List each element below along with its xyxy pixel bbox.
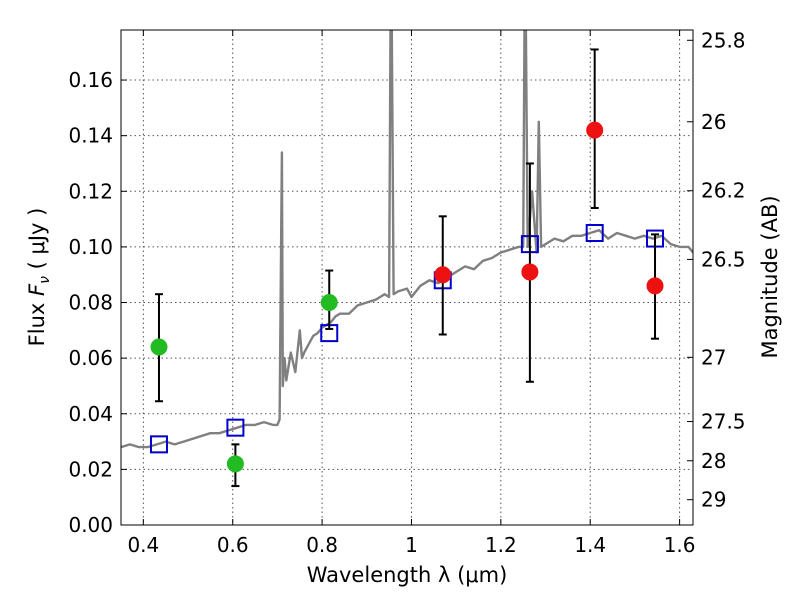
y-tick-label: 0.14 (68, 124, 113, 148)
plot-frame (120, 29, 694, 526)
y-tick-label: 0.12 (68, 179, 113, 203)
y-tick-label: 0.04 (68, 402, 113, 426)
x-axis-label: Wavelength λ (μm) (307, 563, 508, 587)
photometry-point (646, 277, 664, 295)
x-tick-label: 1 (405, 533, 418, 557)
x-tick-label: 0.6 (217, 533, 249, 557)
x-tick-label: 0.8 (306, 533, 338, 557)
photometry-point (150, 338, 168, 356)
marker-layer (149, 48, 665, 488)
plot-area (121, 30, 693, 449)
photometry-point (226, 455, 244, 473)
magnitude-tick-label: 27.5 (701, 410, 746, 434)
x-tick-label: 0.4 (127, 533, 159, 557)
model-box-marker (149, 435, 168, 454)
magnitude-tick-label: 26.5 (701, 247, 746, 271)
photometry-point (586, 121, 604, 139)
y-tick-label: 0.02 (68, 457, 113, 481)
y-tick-label: 0.00 (68, 513, 113, 537)
y-axis-label: Flux Fν ( μJy ) (25, 208, 53, 347)
x-tick-label: 1.6 (664, 533, 696, 557)
magnitude-tick-label: 26 (701, 110, 726, 134)
x-tick-label: 1.2 (485, 533, 517, 557)
y-tick-label: 0.08 (68, 291, 113, 315)
y-tick-label: 0.16 (68, 68, 113, 92)
y-tick-label: 0.10 (68, 235, 113, 259)
y-right-axis-label: Magnitude (AB) (758, 195, 782, 358)
magnitude-tick-label: 25.8 (701, 28, 746, 52)
photometry-point (320, 294, 338, 312)
photometry-point (434, 266, 452, 284)
magnitude-tick-label: 26.2 (701, 179, 746, 203)
magnitude-tick-label: 29 (701, 488, 726, 512)
x-tick-label: 1.4 (574, 533, 606, 557)
tick-layer: 0.4 0.6 0.8 1 1.2 1.4 1.6 0.00 0.02 0.04 0.06 0.08 0… (68, 28, 745, 557)
magnitude-tick-label: 28 (701, 449, 726, 473)
grid-layer (121, 30, 693, 525)
magnitude-tick-label: 27 (701, 345, 726, 369)
model-box-marker (226, 418, 245, 437)
y-tick-label: 0.06 (68, 346, 113, 370)
photometry-point (521, 263, 539, 281)
model-box-marker (585, 224, 604, 243)
spectrum-line (121, 30, 693, 449)
